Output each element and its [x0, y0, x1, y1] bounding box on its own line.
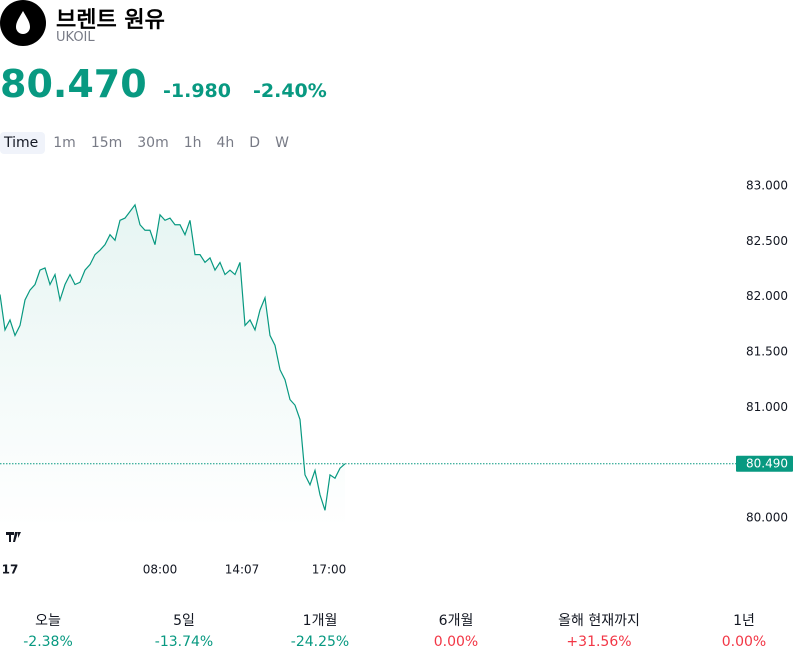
performance-value: -2.38%: [23, 634, 73, 650]
interval-button[interactable]: 15m: [90, 135, 123, 151]
y-tick-label: 82.500: [746, 234, 788, 248]
symbol: UKOIL: [56, 30, 95, 45]
interval-button[interactable]: 30m: [137, 135, 169, 151]
title: 브렌트 원유: [56, 8, 165, 33]
y-tick-label: 80.000: [746, 511, 788, 525]
interval-button[interactable]: 1m: [53, 135, 76, 151]
change: -1.980: [163, 80, 231, 102]
performance-item[interactable]: 올해 현재까지 +31.56%: [558, 610, 640, 650]
performance-item[interactable]: 1개월 -24.25%: [291, 610, 349, 650]
performance-value: -24.25%: [290, 634, 350, 650]
x-tick-label: 17: [2, 563, 19, 577]
interval-button[interactable]: Time: [0, 132, 46, 154]
price-line: [0, 203, 346, 511]
x-tick-label: 14:07: [225, 563, 260, 577]
interval-bar: Time 1m 15m 30m 1h 4h D W: [0, 132, 296, 154]
interval-button[interactable]: W: [275, 135, 289, 151]
performance-label: 6개월: [438, 613, 474, 629]
performance-value: 0.00%: [433, 634, 479, 650]
y-tick-label: 82.000: [746, 289, 788, 303]
performance-label: 올해 현재까지: [558, 613, 640, 629]
last-price-label: 80.490: [746, 456, 788, 470]
last-price-box: [736, 455, 793, 472]
performance-value: +31.56%: [566, 634, 632, 650]
performance-value: -13.74%: [154, 634, 214, 650]
performance-label: 1년: [733, 613, 755, 629]
area-fill: [0, 204, 345, 530]
interval-button[interactable]: 4h: [216, 135, 235, 151]
performance-item[interactable]: 5일 -13.74%: [155, 610, 213, 650]
price: 80.470: [0, 62, 147, 106]
x-tick-label: 17:00: [312, 563, 347, 577]
y-tick-label: 81.500: [746, 345, 788, 359]
interval-button[interactable]: 1h: [183, 135, 202, 151]
y-tick-label: 81.000: [746, 400, 788, 414]
change-percent: -2.40%: [253, 80, 327, 102]
performance-value: 0.00%: [721, 634, 767, 650]
performance-row: 오늘 -2.38% 5일 -13.74% 1개월 -24.25% 6개월 0.00% 올해 현재…: [0, 610, 800, 660]
performance-item[interactable]: 오늘 -2.38%: [23, 610, 73, 650]
interval-button[interactable]: D: [249, 135, 261, 151]
symbol-icon: [0, 0, 46, 46]
performance-item[interactable]: 1년 0.00%: [722, 610, 766, 650]
performance-label: 1개월: [302, 613, 338, 629]
performance-label: 5일: [173, 613, 195, 629]
performance-item[interactable]: 6개월 0.00%: [434, 610, 478, 650]
performance-label: 오늘: [35, 613, 61, 629]
chart: 80.000 81.000 81.500 82.000 82.500 83.000 17 08…: [0, 179, 793, 577]
y-tick-label: 83.000: [746, 179, 788, 193]
x-tick-label: 08:00: [143, 563, 178, 577]
